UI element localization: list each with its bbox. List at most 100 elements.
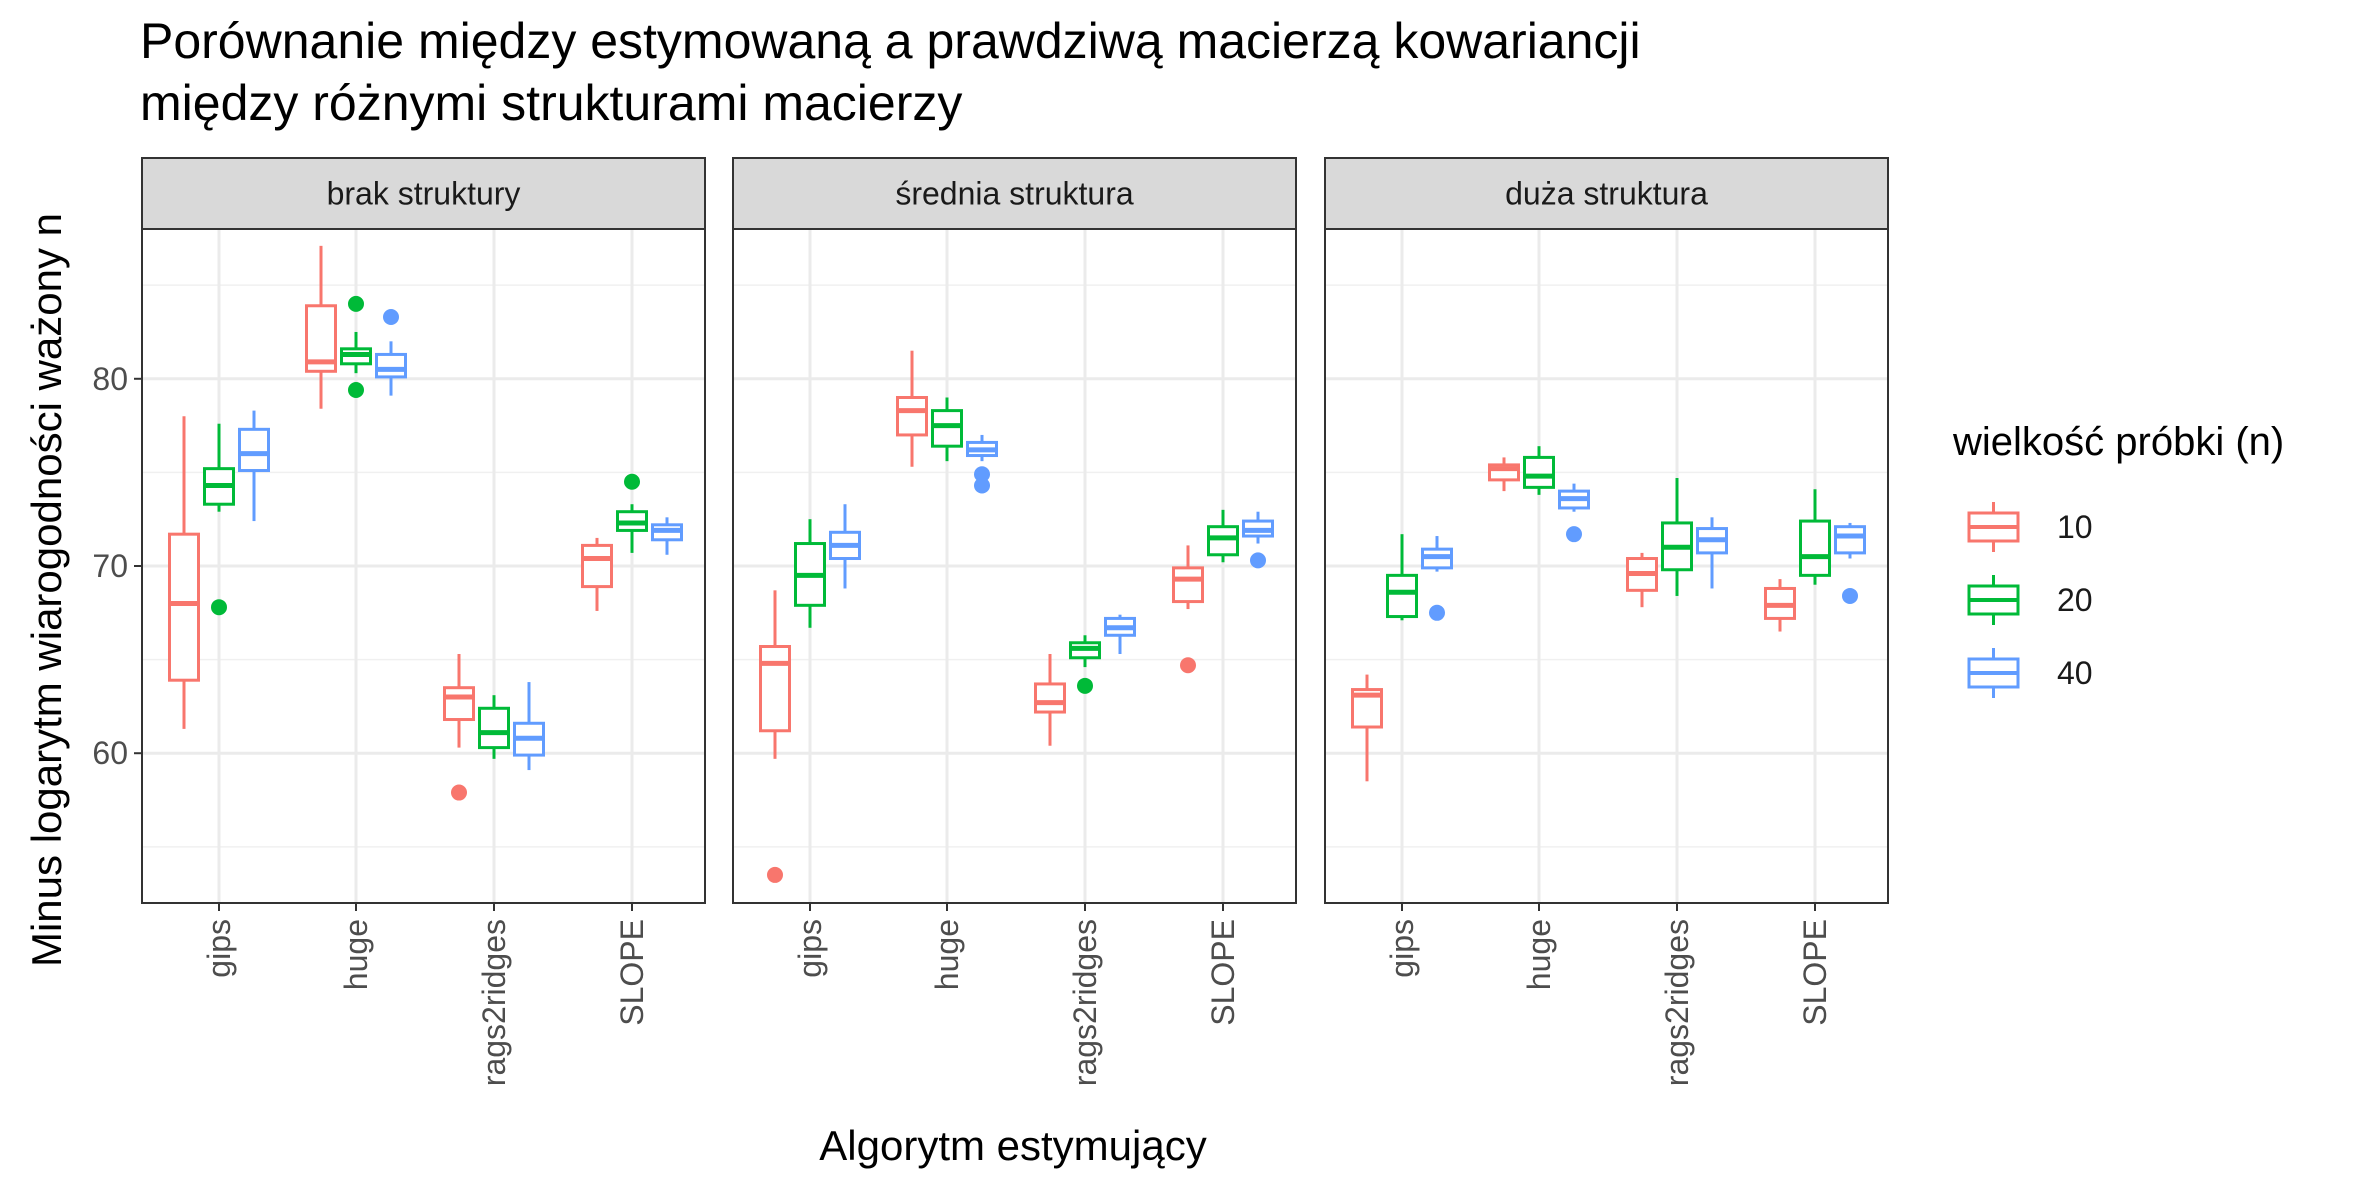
- box-gips-n10: [759, 590, 791, 883]
- box-rags2ridges-n40: [1696, 517, 1728, 589]
- box-rags2ridges-n20: [478, 695, 510, 759]
- outlier-point: [1250, 552, 1266, 569]
- panel-3: duża struktura gips huge rags2ridges SLOPE: [1324, 157, 1889, 1086]
- box-gips-n40: [829, 504, 861, 589]
- box-gips-n20: [794, 519, 826, 628]
- box-SLOPE-n10: [581, 537, 613, 611]
- box-huge-n10: [305, 245, 337, 409]
- x-tick-label-gips: gips: [1384, 919, 1420, 978]
- x-tick-label-huge: huge: [338, 919, 374, 990]
- box-rags2ridges-n40: [513, 682, 545, 771]
- x-tick-label-gips: gips: [792, 919, 828, 978]
- panel-strip-label: średnia struktura: [895, 176, 1134, 212]
- box-SLOPE-n40: [651, 517, 683, 555]
- x-tick-label-huge: huge: [929, 919, 965, 990]
- box-rags2ridges-n10: [1034, 653, 1066, 746]
- box-huge-n40: [966, 434, 998, 494]
- legend-entry-10: 10: [1967, 502, 2093, 552]
- outlier-point: [767, 866, 783, 883]
- box-huge-n10: [1488, 457, 1520, 492]
- x-tick-label-rags2ridges: rags2ridges: [476, 919, 512, 1086]
- outlier-point: [211, 599, 227, 616]
- panel-1: brak struktury gips huge rags2ridges SLOPE: [141, 157, 706, 1086]
- box-iqr: [1799, 519, 1831, 577]
- outlier-point: [624, 473, 640, 490]
- box-iqr: [375, 352, 407, 379]
- box-SLOPE-n40: [1242, 511, 1274, 569]
- box-huge-n20: [931, 397, 963, 462]
- box-huge-n10: [896, 350, 928, 467]
- box-huge-n40: [375, 308, 407, 396]
- box-iqr: [759, 645, 791, 733]
- box-huge-n20: [340, 295, 372, 399]
- chart-title-line-2: między różnymi strukturami macierzy: [140, 75, 963, 131]
- box-iqr: [478, 706, 510, 750]
- panel-strip-label: duża struktura: [1505, 176, 1708, 212]
- legend-label-40: 40: [2057, 655, 2093, 691]
- box-gips-n20: [203, 423, 235, 616]
- x-tick-label-SLOPE: SLOPE: [1205, 919, 1241, 1026]
- legend-label-10: 10: [2057, 509, 2093, 545]
- panel-strip: [732, 157, 1297, 230]
- y-tick-label-70: 70: [92, 548, 128, 584]
- box-iqr: [1523, 455, 1555, 489]
- box-rags2ridges-n40: [1104, 614, 1136, 654]
- box-iqr: [581, 543, 613, 589]
- box-SLOPE-n40: [1834, 522, 1866, 604]
- panel-2: średnia struktura gips huge rags2ridges SLOP…: [732, 157, 1297, 1086]
- box-iqr: [1834, 525, 1866, 555]
- box-iqr: [931, 409, 963, 448]
- box-SLOPE-n20: [1207, 509, 1239, 563]
- outlier-point: [1077, 677, 1093, 694]
- outlier-point: [383, 308, 399, 325]
- x-tick-label-SLOPE: SLOPE: [1797, 919, 1833, 1026]
- y-tick-label-60: 60: [92, 735, 128, 771]
- panel-border: [1324, 228, 1889, 904]
- panel-strip: [141, 157, 706, 230]
- box-SLOPE-n20: [1799, 489, 1831, 585]
- box-gips-n10: [168, 416, 200, 729]
- outlier-point: [348, 382, 364, 399]
- box-rags2ridges-n20: [1069, 635, 1101, 694]
- box-iqr: [443, 686, 475, 722]
- legend-title: wielkość próbki (n): [1953, 420, 2285, 464]
- box-rags2ridges-n10: [443, 653, 475, 801]
- y-tick-label-80: 80: [92, 361, 128, 397]
- box-iqr: [168, 532, 200, 682]
- panel-strip-label: brak struktury: [327, 176, 521, 212]
- box-iqr: [1386, 573, 1418, 619]
- outlier-point: [1180, 657, 1196, 674]
- box-rags2ridges-n20: [1661, 478, 1693, 596]
- box-iqr: [1172, 566, 1204, 604]
- outlier-point: [1429, 604, 1445, 621]
- box-SLOPE-n10: [1764, 579, 1796, 632]
- x-tick-label-huge: huge: [1521, 919, 1557, 990]
- box-iqr: [896, 396, 928, 437]
- box-gips-n10: [1351, 674, 1383, 782]
- outlier-point: [974, 477, 990, 494]
- panel-border: [141, 228, 706, 904]
- x-axis-label: Algorytm estymujący: [819, 1122, 1207, 1169]
- box-SLOPE-n20: [616, 473, 648, 553]
- box-iqr: [238, 427, 270, 473]
- box-huge-n20: [1523, 446, 1555, 495]
- box-SLOPE-n10: [1172, 545, 1204, 674]
- outlier-point: [974, 466, 990, 483]
- outlier-point: [1566, 526, 1582, 543]
- outlier-point: [451, 784, 467, 801]
- box-gips-n40: [238, 410, 270, 522]
- legend-label-20: 20: [2057, 582, 2093, 618]
- x-tick-label-rags2ridges: rags2ridges: [1659, 919, 1695, 1086]
- y-axis-label: Minus logarytm wiarogodności ważony n: [23, 212, 70, 968]
- box-iqr: [1207, 525, 1239, 557]
- legend-entry-20: 20: [1967, 575, 2093, 625]
- box-huge-n40: [1558, 483, 1590, 543]
- chart-title-line-1: Porównanie między estymowaną a prawdziwą…: [140, 13, 1641, 69]
- legend-entry-40: 40: [1967, 648, 2093, 698]
- panel-border: [732, 228, 1297, 904]
- box-iqr: [1034, 682, 1066, 714]
- x-tick-label-gips: gips: [201, 919, 237, 978]
- box-gips-n40: [1421, 536, 1453, 621]
- outlier-point: [348, 295, 364, 312]
